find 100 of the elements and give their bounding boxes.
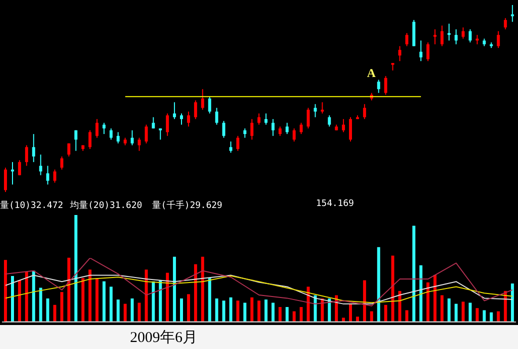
candlestick [328, 114, 331, 128]
candlestick [504, 18, 507, 30]
candlestick [426, 42, 430, 62]
candlestick [314, 104, 317, 118]
candlestick [433, 28, 436, 45]
bar [138, 302, 141, 322]
candlestick [264, 112, 268, 126]
bar [88, 270, 92, 322]
bar [391, 256, 394, 322]
candlestick [257, 112, 260, 126]
candlestick [468, 28, 472, 43]
bar [60, 292, 64, 322]
bar [306, 286, 310, 322]
text: 量(10)32.472 [0, 201, 64, 211]
candlestick [60, 156, 64, 170]
text: 154.169 [316, 199, 354, 209]
bar [496, 311, 500, 322]
candlestick [448, 23, 451, 42]
bar [348, 304, 352, 322]
bar [208, 278, 212, 322]
bar [342, 318, 345, 322]
candlestick [4, 167, 7, 192]
bar [25, 272, 28, 322]
candlestick [229, 141, 232, 154]
bar [124, 304, 127, 322]
bar [222, 300, 226, 322]
candlestick [306, 107, 310, 129]
bar [412, 226, 416, 322]
bar [194, 264, 198, 322]
bar [510, 283, 514, 322]
bar [144, 270, 148, 322]
candlestick [67, 142, 70, 157]
bar [370, 311, 374, 322]
candlestick [348, 116, 352, 142]
candlestick [215, 107, 218, 126]
bar [39, 288, 42, 322]
bar [18, 280, 22, 322]
candlestick [96, 118, 99, 138]
bar [152, 281, 155, 322]
candlestick [46, 165, 50, 186]
bar [32, 270, 36, 322]
candlestick [39, 154, 42, 176]
candlestick [166, 112, 169, 136]
bar [250, 297, 254, 322]
candlestick [320, 102, 324, 114]
candlestick [172, 102, 176, 120]
candlestick [194, 100, 198, 120]
bar [264, 300, 268, 322]
candlestick [476, 34, 479, 45]
bar [243, 302, 246, 322]
bar [384, 304, 388, 322]
bar [278, 307, 282, 322]
candlestick [102, 122, 106, 135]
bar [187, 294, 190, 322]
bar [81, 278, 84, 322]
bar [74, 215, 78, 322]
bar [398, 290, 402, 322]
candlestick [496, 30, 500, 49]
bar [4, 260, 7, 322]
bar [110, 286, 113, 322]
bar [166, 272, 169, 322]
bar [158, 280, 162, 322]
candlestick [130, 130, 134, 146]
bar [476, 308, 479, 322]
bar [102, 281, 106, 322]
candlestick [88, 130, 92, 150]
bar [448, 298, 451, 322]
bar [440, 295, 444, 322]
bar [46, 298, 50, 322]
candlestick [250, 118, 254, 140]
text: 量(千手)29.629 [152, 201, 222, 211]
bar [363, 280, 366, 322]
candlestick [363, 104, 366, 120]
bar [490, 312, 493, 322]
candlestick [462, 26, 465, 40]
candlestick [384, 76, 388, 96]
bar [292, 311, 296, 322]
candlestick [454, 28, 458, 45]
bar [215, 298, 218, 322]
candlestick [152, 116, 155, 129]
bar [405, 310, 408, 322]
candlestick [342, 118, 345, 133]
bar [454, 304, 458, 322]
candlestick [138, 137, 141, 152]
candlestick [278, 126, 282, 136]
bar [96, 278, 99, 322]
bar [67, 258, 70, 322]
bar [257, 300, 260, 322]
candlestick [18, 160, 22, 176]
bar [130, 298, 134, 322]
bar [300, 307, 303, 322]
candlestick [440, 25, 444, 47]
x-axis-title: 2009年6月 [130, 330, 198, 346]
bar [328, 298, 331, 322]
candlestick [377, 79, 380, 94]
bar [377, 247, 380, 322]
bar [356, 316, 360, 322]
candlestick [180, 112, 183, 126]
candlestick [272, 118, 275, 136]
candlestick [144, 124, 148, 144]
